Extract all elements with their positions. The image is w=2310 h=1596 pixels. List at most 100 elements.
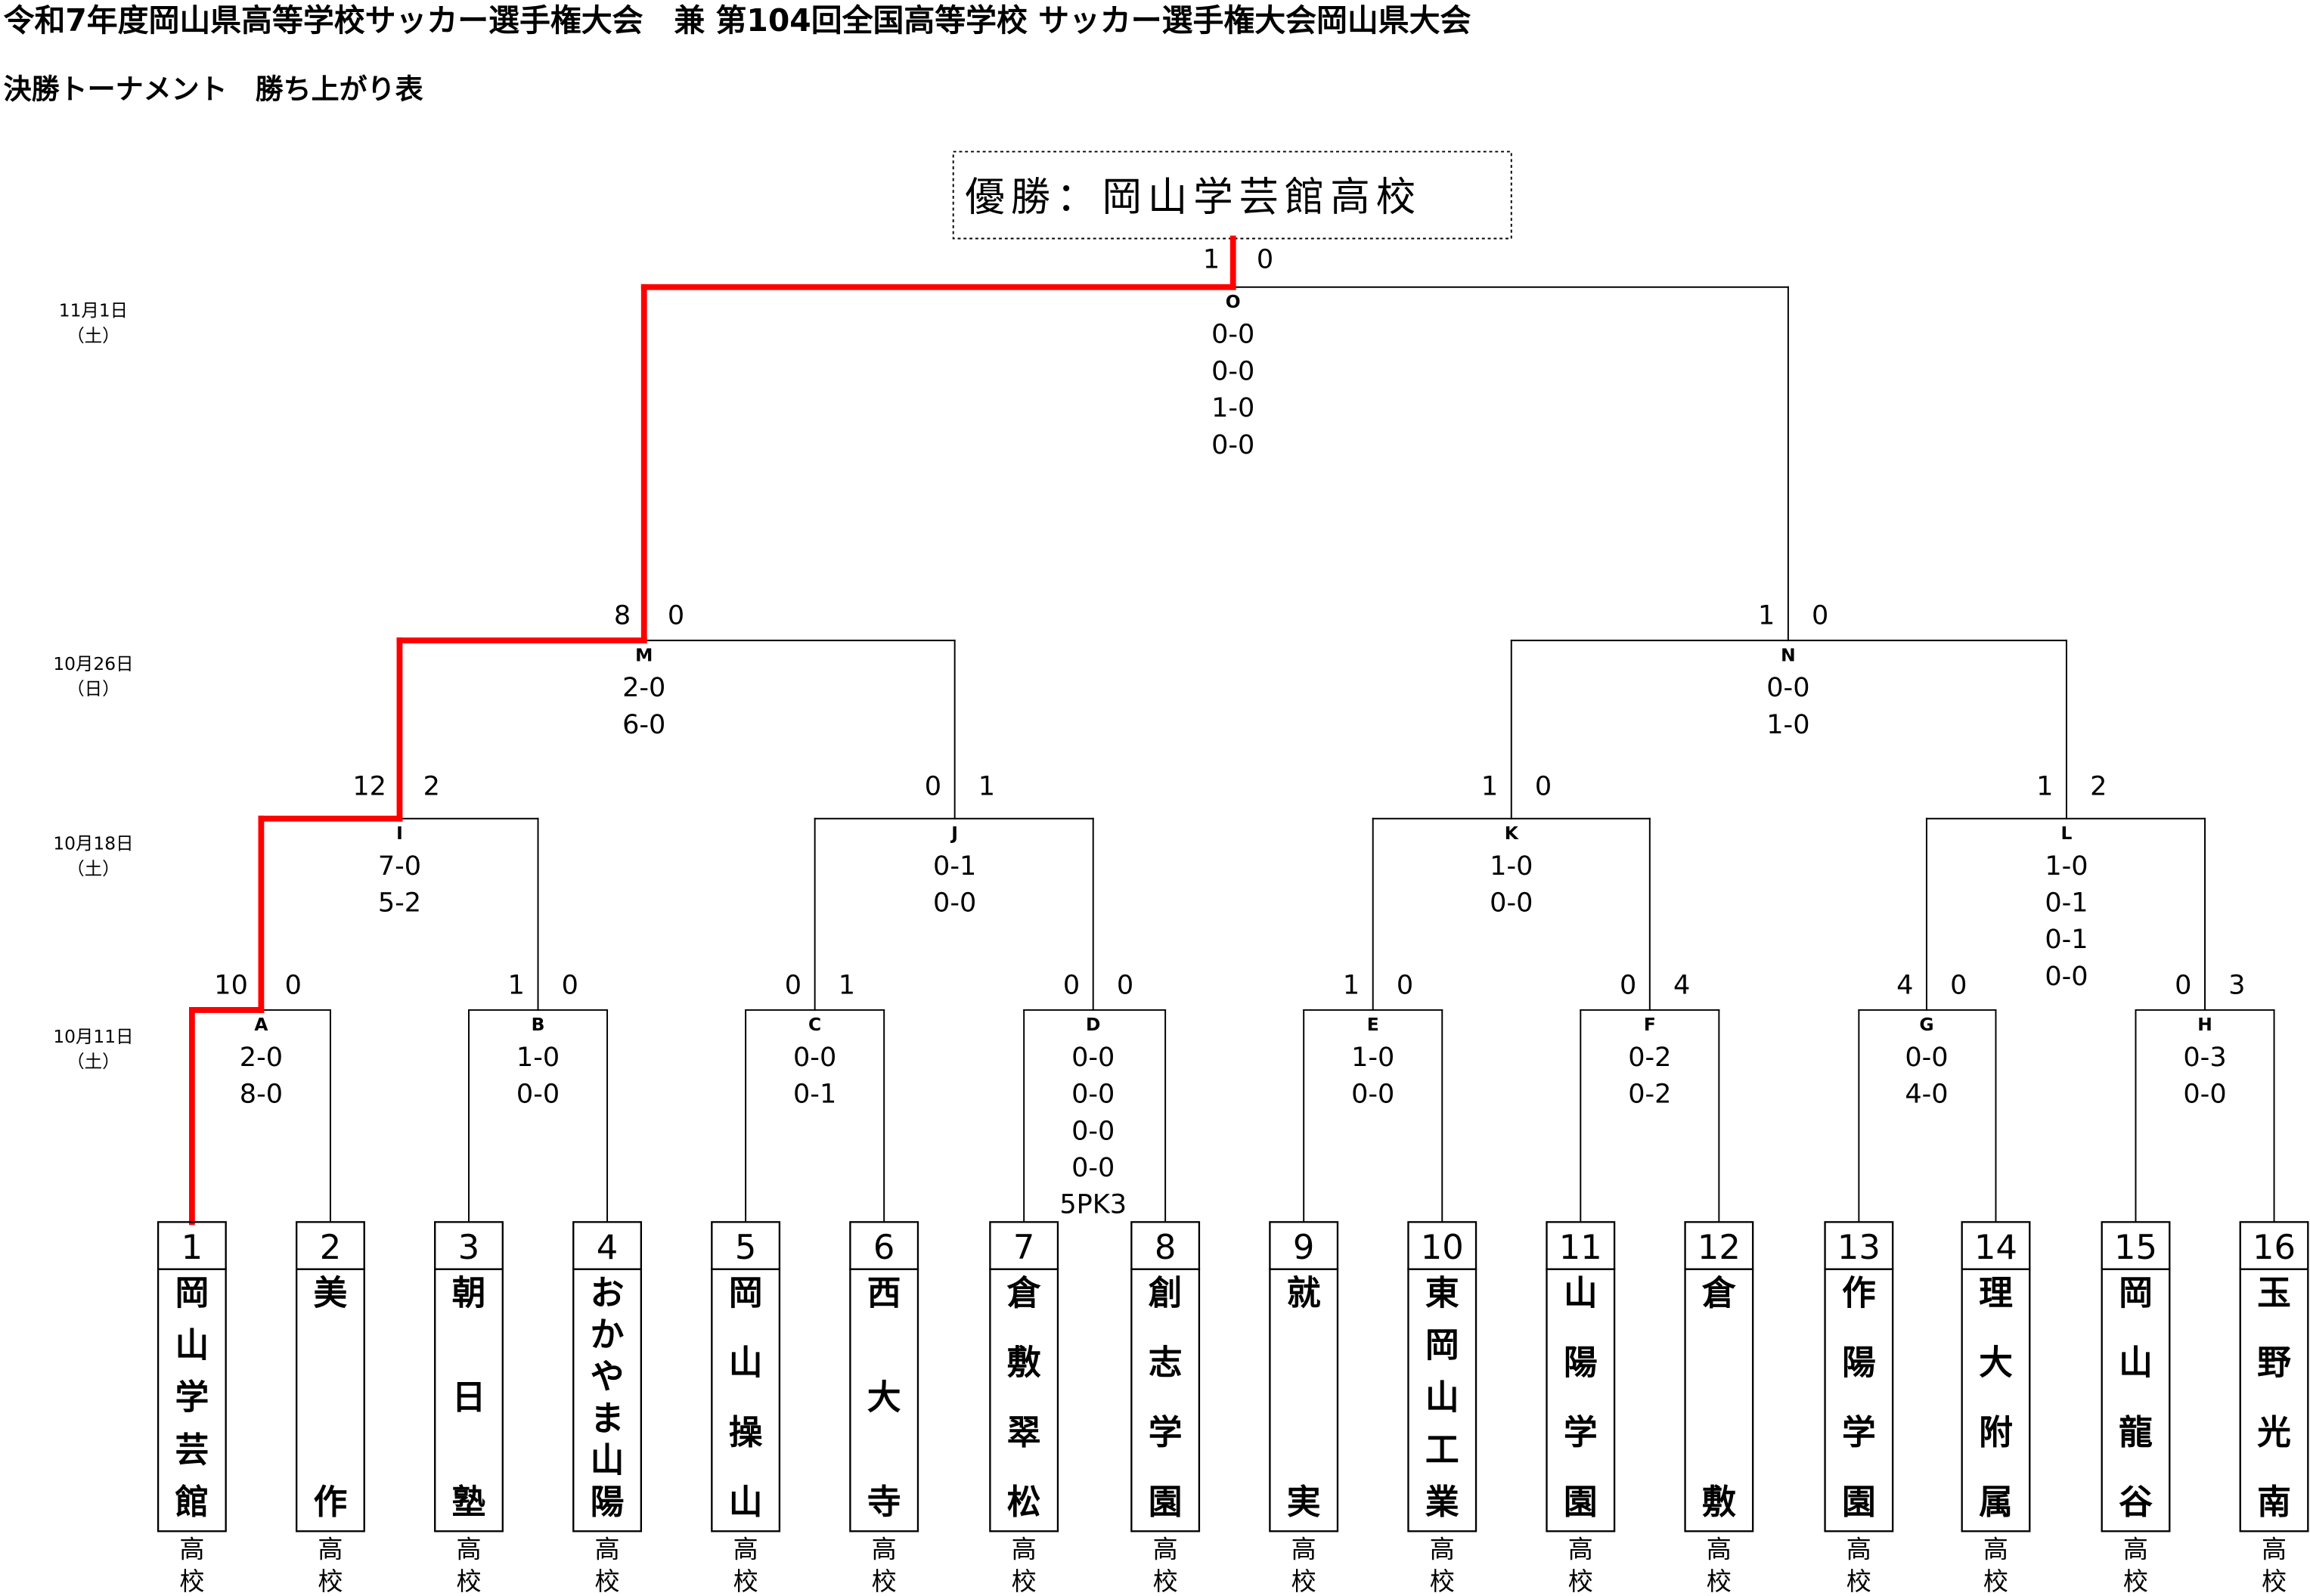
team-name-char: や bbox=[591, 1356, 625, 1396]
team-name-char: 岡 bbox=[175, 1272, 209, 1312]
team-name-char: 志 bbox=[1149, 1343, 1183, 1383]
match-N-right-score: 0 bbox=[1812, 600, 1828, 631]
team-name-char: 岡 bbox=[729, 1272, 763, 1312]
match-E-left-score: 1 bbox=[1343, 970, 1360, 1001]
team-name-cell bbox=[711, 1268, 781, 1532]
match-F-period-score: 0-2 bbox=[1628, 1079, 1671, 1110]
round-date: 10月26日 bbox=[53, 653, 133, 674]
team-name-char: 日 bbox=[452, 1378, 486, 1418]
team-name-char: か bbox=[591, 1315, 625, 1355]
round-day: （日） bbox=[67, 678, 119, 699]
match-J-left-score: 0 bbox=[925, 771, 941, 802]
match-B-id: B bbox=[532, 1014, 545, 1035]
team-name-char: 翠 bbox=[1007, 1412, 1041, 1452]
match-D-right-score: 0 bbox=[1117, 970, 1133, 1001]
school-suffix: 校 bbox=[1291, 1567, 1316, 1596]
team-name-char: 野 bbox=[2257, 1343, 2291, 1383]
team-name-char: 作 bbox=[1842, 1272, 1876, 1312]
team-name-char: 塾 bbox=[452, 1482, 486, 1522]
team-name-char: 敷 bbox=[1007, 1343, 1041, 1383]
team-name-char: 松 bbox=[1007, 1482, 1041, 1522]
team-name-char: 陽 bbox=[1842, 1343, 1876, 1383]
match-I-right-score: 2 bbox=[423, 771, 440, 802]
team-list: 1岡山学芸館高校2美作高校3朝日塾高校4おかやま山陽高校5岡山操山高校6西大寺高… bbox=[157, 1221, 2309, 1596]
school-suffix: 校 bbox=[1430, 1567, 1455, 1596]
round-date: 11月1日 bbox=[59, 300, 128, 321]
match-J-period-score: 0-1 bbox=[933, 851, 976, 882]
match-L-left-score: 1 bbox=[2036, 771, 2053, 802]
team-name-char: 山 bbox=[729, 1482, 763, 1522]
team-name-char: 山 bbox=[729, 1343, 763, 1383]
team-name-char: 業 bbox=[1425, 1482, 1459, 1522]
team-number: 16 bbox=[2253, 1227, 2296, 1267]
match-A-left-score: 10 bbox=[214, 970, 248, 1001]
match-D-id: D bbox=[1086, 1014, 1100, 1035]
team-name-cell bbox=[157, 1268, 227, 1532]
school-suffix: 高 bbox=[1012, 1534, 1037, 1563]
match-O-right-score: 0 bbox=[1257, 243, 1273, 274]
school-suffix: 校 bbox=[456, 1567, 481, 1596]
team-name-char: 山 bbox=[2119, 1343, 2153, 1383]
match-O-period-score: 0-0 bbox=[1211, 429, 1254, 460]
team-entry: 1 岡山学芸館高校 bbox=[157, 1221, 227, 1596]
school-suffix: 高 bbox=[1291, 1534, 1316, 1563]
match-A-period-score: 8-0 bbox=[240, 1079, 283, 1110]
team-number: 3 bbox=[458, 1227, 479, 1267]
match-D-left-score: 0 bbox=[1063, 970, 1080, 1001]
round-date: 10月18日 bbox=[53, 833, 133, 854]
team-name-char: 学 bbox=[1564, 1412, 1598, 1452]
match-N-left-score: 1 bbox=[1758, 600, 1775, 631]
school-suffix: 高 bbox=[2123, 1534, 2148, 1563]
match-M-period-score: 2-0 bbox=[622, 672, 665, 703]
team-name-char: 理 bbox=[1979, 1272, 2013, 1312]
match-D-period-score: 5PK3 bbox=[1059, 1189, 1127, 1220]
team-name-char: 倉 bbox=[1006, 1272, 1041, 1312]
match-F-right-score: 4 bbox=[1673, 970, 1690, 1001]
school-suffix: 高 bbox=[318, 1534, 343, 1563]
team-name-cell bbox=[1684, 1268, 1754, 1532]
school-suffix: 校 bbox=[1568, 1567, 1593, 1596]
team-name-cell bbox=[1546, 1268, 1616, 1532]
match-O-period-score: 0-0 bbox=[1211, 355, 1254, 386]
team-name-char: 山 bbox=[1425, 1378, 1459, 1418]
team-name-char: 山 bbox=[1564, 1272, 1598, 1312]
match-A-period-score: 2-0 bbox=[240, 1042, 283, 1073]
match-J-right-score: 1 bbox=[978, 771, 995, 802]
school-suffix: 校 bbox=[733, 1567, 758, 1596]
match-A-right-score: 0 bbox=[285, 970, 302, 1001]
team-name-char: 操 bbox=[729, 1412, 763, 1452]
match-C-right-score: 1 bbox=[839, 970, 855, 1001]
team-name-cell bbox=[1269, 1268, 1339, 1532]
team-name-char: 朝 bbox=[452, 1272, 486, 1312]
match-F-id: F bbox=[1644, 1014, 1656, 1035]
match-C-left-score: 0 bbox=[785, 970, 802, 1001]
team-name-cell bbox=[2239, 1268, 2309, 1532]
match-O-period-score: 1-0 bbox=[1211, 392, 1254, 423]
school-suffix: 高 bbox=[456, 1534, 481, 1563]
match-O-period-score: 0-0 bbox=[1211, 319, 1254, 350]
team-name-char: 岡 bbox=[1425, 1325, 1459, 1365]
champion-box bbox=[952, 150, 1512, 240]
team-name-cell bbox=[434, 1268, 504, 1532]
match-I-period-score: 5-2 bbox=[378, 887, 421, 918]
team-name-char: 東 bbox=[1425, 1272, 1459, 1312]
team-name-char: 大 bbox=[867, 1378, 901, 1418]
team-name-char: 陽 bbox=[1564, 1343, 1598, 1383]
match-D-period-score: 0-0 bbox=[1071, 1152, 1115, 1183]
school-suffix: 校 bbox=[179, 1567, 204, 1596]
team-name-char: 倉 bbox=[1701, 1272, 1736, 1312]
school-suffix: 高 bbox=[872, 1534, 897, 1563]
team-name-char: 山 bbox=[175, 1325, 209, 1365]
match-D-period-score: 0-0 bbox=[1071, 1042, 1115, 1073]
team-name-char: 附 bbox=[1979, 1412, 2013, 1452]
team-name-char: 山 bbox=[591, 1440, 625, 1480]
team-name-cell bbox=[1961, 1268, 2031, 1532]
